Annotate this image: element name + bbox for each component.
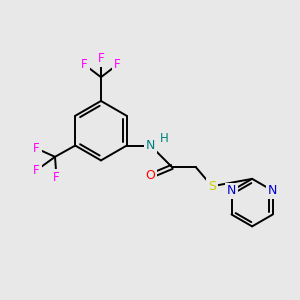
Text: O: O	[146, 169, 155, 182]
Text: H: H	[160, 132, 168, 145]
Text: S: S	[208, 180, 216, 193]
Text: F: F	[98, 52, 104, 65]
Text: N: N	[146, 139, 155, 152]
Text: F: F	[53, 170, 60, 184]
Text: F: F	[33, 164, 40, 177]
Text: F: F	[33, 142, 40, 155]
Text: F: F	[114, 58, 121, 71]
Text: F: F	[81, 58, 88, 71]
Text: N: N	[268, 184, 278, 197]
Text: N: N	[227, 184, 236, 197]
